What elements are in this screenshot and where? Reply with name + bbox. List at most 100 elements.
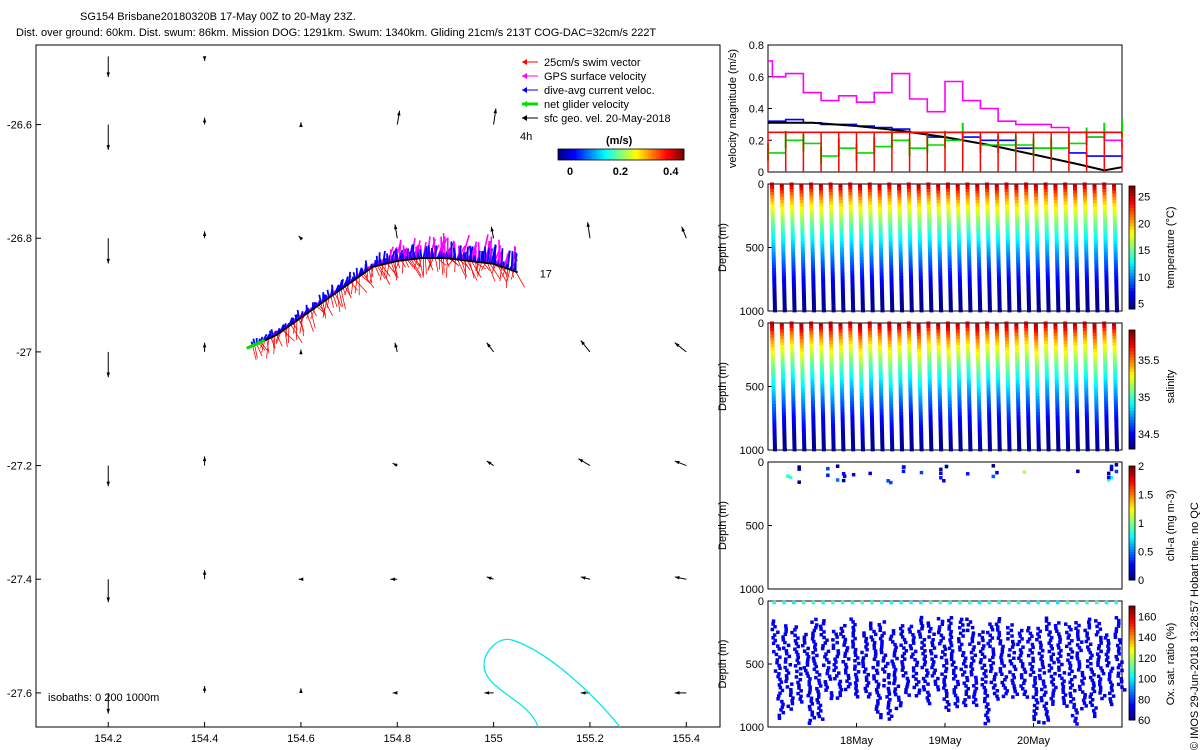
chla-sample [788, 475, 793, 480]
profile-sample [936, 342, 941, 346]
oxygen-sample [967, 695, 971, 699]
profile-sample [791, 410, 796, 414]
profile-sample [1054, 222, 1059, 226]
profile-sample [820, 257, 825, 261]
oxygen-sample [972, 692, 977, 696]
profile-sample [897, 323, 902, 327]
time-x-tick-label: 19May [928, 735, 962, 747]
profile-sample [1075, 304, 1080, 309]
profile-sample [820, 383, 825, 387]
profile-sample [829, 214, 834, 218]
colorbar-cell [560, 149, 563, 160]
profile-sample [887, 350, 892, 354]
profile-sample [1114, 418, 1119, 422]
profile-sample [831, 296, 836, 301]
oxygen-sample [963, 659, 967, 663]
oxygen-sample [792, 600, 796, 605]
profile-sample [948, 299, 953, 304]
profile-sample [908, 242, 913, 247]
oxygen-sample [830, 693, 834, 698]
profile-sample [897, 190, 902, 194]
profile-sample [906, 327, 911, 332]
profile-sample [1105, 442, 1110, 446]
profile-sample [802, 304, 807, 309]
current-vector [398, 249, 404, 261]
profile-sample [809, 185, 814, 190]
profile-sample [956, 209, 961, 213]
oxygen-sample [938, 600, 943, 605]
profile-sample [779, 190, 784, 194]
profile-sample [782, 295, 787, 299]
oxygen-sample [961, 634, 965, 638]
oxygen-sample [771, 622, 775, 626]
profile-sample [1074, 247, 1079, 252]
profile-sample [810, 226, 815, 231]
profile-sample [928, 271, 933, 275]
profile-sample [789, 198, 794, 202]
profile-sample [848, 334, 853, 338]
oxygen-sample [1019, 650, 1024, 655]
profile-sample [1082, 324, 1087, 329]
profile-sample [858, 348, 863, 352]
colorbar-cell [664, 149, 667, 160]
profile-sample [975, 345, 980, 349]
oxygen-sample [927, 701, 932, 706]
profile-y-axis-label: Depth (m) [717, 362, 729, 411]
profile-sample [850, 299, 855, 304]
profile-sample [956, 370, 961, 375]
oxygen-sample [843, 668, 848, 672]
oxygen-sample [1122, 688, 1127, 692]
profile-sample [800, 376, 805, 381]
profile-sample [819, 354, 824, 359]
profile-sample [1034, 222, 1039, 226]
profile-sample [1025, 223, 1030, 228]
profile-sample [848, 185, 853, 190]
profile-sample [946, 214, 951, 218]
oxygen-sample [1100, 669, 1105, 673]
profile-sample [1093, 367, 1098, 371]
profile-sample [780, 345, 785, 349]
profile-sample [779, 187, 784, 191]
profile-sample [928, 394, 933, 399]
profile-sample [1065, 268, 1070, 272]
oxygen-sample [949, 643, 954, 648]
profile-sample [880, 308, 885, 313]
oxygen-sample [1001, 644, 1005, 649]
oxygen-sample [930, 674, 935, 678]
oxygen-sample [1040, 662, 1045, 667]
profile-sample [859, 260, 864, 264]
oxygen-sample [814, 625, 818, 630]
oxygen-sample [931, 662, 935, 667]
oxygen-sample [1060, 662, 1064, 667]
oxygen-sample [1114, 654, 1118, 659]
profile-sample [1074, 389, 1079, 394]
oxygen-sample [1000, 647, 1005, 652]
profile-sample [810, 252, 815, 256]
profile-sample [809, 192, 814, 196]
profile-sample [1006, 407, 1011, 411]
profile-colorbar-cell [1129, 269, 1135, 273]
oxygen-sample [823, 641, 827, 645]
profile-sample [947, 404, 952, 408]
oxygen-sample [786, 671, 791, 675]
oxygen-sample [1049, 635, 1054, 640]
profile-sample [1034, 190, 1039, 194]
swim-vector [385, 262, 390, 279]
oxygen-sample [944, 694, 949, 699]
profile-sample [928, 423, 933, 427]
profile-sample [1074, 370, 1079, 375]
profile-sample [984, 321, 989, 325]
profile-sample [1054, 373, 1059, 378]
profile-sample [1085, 432, 1090, 437]
profile-sample [917, 231, 922, 236]
profile-sample [1095, 447, 1100, 452]
oxygen-sample [1032, 703, 1037, 708]
profile-sample [897, 196, 902, 201]
oxygen-sample [825, 671, 829, 676]
profile-sample [860, 437, 865, 441]
oxygen-sample [876, 699, 880, 703]
profile-sample [828, 188, 833, 193]
profile-sample [936, 354, 941, 359]
oxygen-sample [959, 642, 964, 647]
oxygen-sample [1042, 704, 1047, 708]
